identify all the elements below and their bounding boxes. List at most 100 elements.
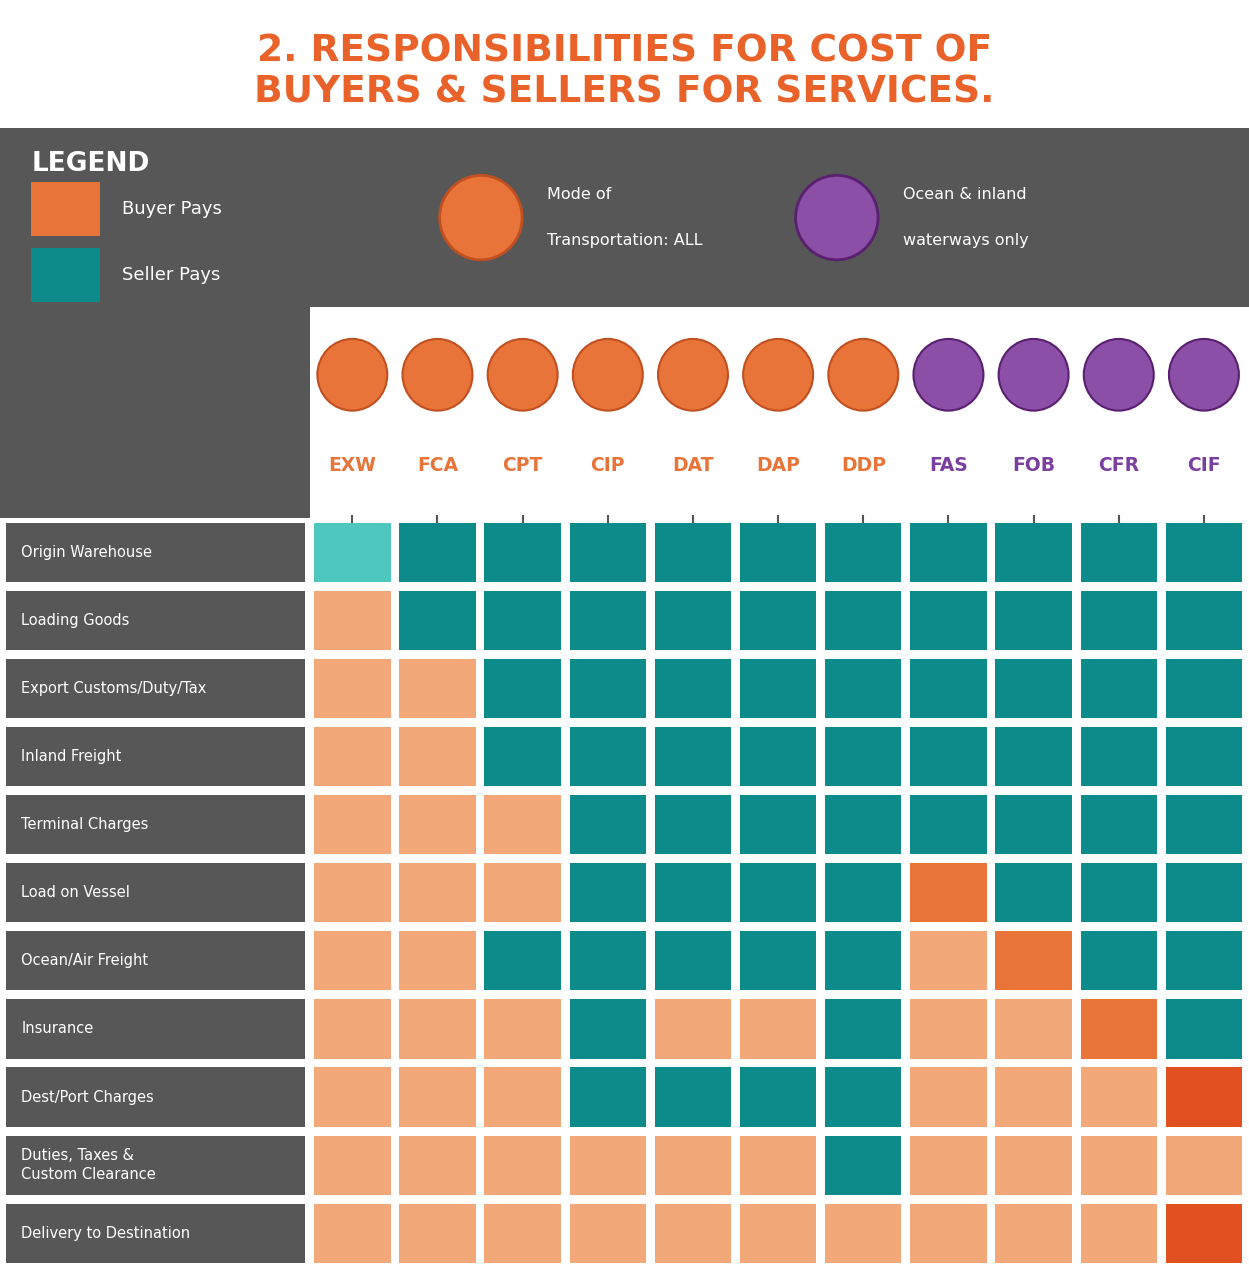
Bar [1165,863,1242,923]
Bar [826,1068,902,1126]
Bar [1080,1000,1157,1059]
Text: Load on Vessel: Load on Vessel [21,886,130,900]
Bar [313,1203,391,1262]
Bar [570,1000,646,1059]
Bar [31,248,100,302]
Bar [570,524,646,582]
Text: Mode of: Mode of [547,187,611,202]
Bar [400,727,476,786]
Bar [6,1135,305,1194]
Bar [313,727,391,786]
Bar [1080,591,1157,650]
Text: BUYERS & SELLERS FOR SERVICES.: BUYERS & SELLERS FOR SERVICES. [255,74,994,110]
Bar [313,591,391,650]
Bar [313,1068,391,1126]
Text: DDP: DDP [841,456,886,475]
Bar [654,1000,731,1059]
Bar [1080,1135,1157,1194]
Circle shape [999,339,1069,411]
Bar [739,1068,817,1126]
Bar [995,1203,1072,1262]
Bar [654,1068,731,1126]
Bar [485,1068,561,1126]
Bar [485,1135,561,1194]
Bar [6,659,305,718]
Bar [1080,795,1157,854]
Bar [1165,795,1242,854]
Bar [826,591,902,650]
Bar [826,1000,902,1059]
Bar [313,1000,391,1059]
Text: Ocean & inland: Ocean & inland [903,187,1027,202]
Circle shape [487,339,557,411]
Bar [995,1135,1072,1194]
Bar [6,1068,305,1126]
Bar [6,524,305,582]
Text: FCA: FCA [417,456,458,475]
Bar [739,659,817,718]
Bar [6,932,305,991]
Text: waterways only: waterways only [903,233,1029,248]
Bar [313,932,391,991]
Bar [400,1000,476,1059]
Bar [313,659,391,718]
Bar [995,727,1072,786]
Bar [911,727,987,786]
Bar [400,795,476,854]
Bar [400,591,476,650]
Text: EXW: EXW [328,456,376,475]
Bar [995,932,1072,991]
Text: FAS: FAS [929,456,968,475]
Bar [6,863,305,923]
Circle shape [1084,339,1154,411]
Text: Terminal Charges: Terminal Charges [21,817,149,832]
Bar [400,1068,476,1126]
Circle shape [402,339,472,411]
Circle shape [440,175,522,260]
Bar [911,1068,987,1126]
Bar [654,795,731,854]
Bar [995,863,1072,923]
Bar [1080,1203,1157,1262]
Circle shape [743,339,813,411]
Bar [313,1135,391,1194]
Bar [6,727,305,786]
Text: 2. RESPONSIBILITIES FOR COST OF: 2. RESPONSIBILITIES FOR COST OF [257,33,992,69]
Bar [911,932,987,991]
Bar [313,795,391,854]
Bar [313,524,391,582]
Bar [400,932,476,991]
Bar [1080,932,1157,991]
Bar [911,659,987,718]
Bar [739,1135,817,1194]
Bar [570,932,646,991]
Bar [6,795,305,854]
Bar [654,524,731,582]
Bar [0,128,1249,307]
Bar [570,795,646,854]
Bar [1165,591,1242,650]
Bar [31,182,100,236]
Bar [485,727,561,786]
Bar [995,1000,1072,1059]
Bar [654,1203,731,1262]
Bar [6,1203,305,1262]
Text: Delivery to Destination: Delivery to Destination [21,1226,190,1240]
Text: DAP: DAP [756,456,801,475]
Circle shape [796,175,878,260]
Text: CFR: CFR [1098,456,1139,475]
Bar [400,1135,476,1194]
Bar [654,863,731,923]
Bar [739,932,817,991]
Bar [911,524,987,582]
Bar [1080,659,1157,718]
Bar [6,1000,305,1059]
Text: Inland Freight: Inland Freight [21,749,121,764]
Bar [485,1000,561,1059]
Bar [826,863,902,923]
Bar [739,1000,817,1059]
Bar [570,591,646,650]
Bar [400,659,476,718]
Bar [485,795,561,854]
Bar [911,1135,987,1194]
